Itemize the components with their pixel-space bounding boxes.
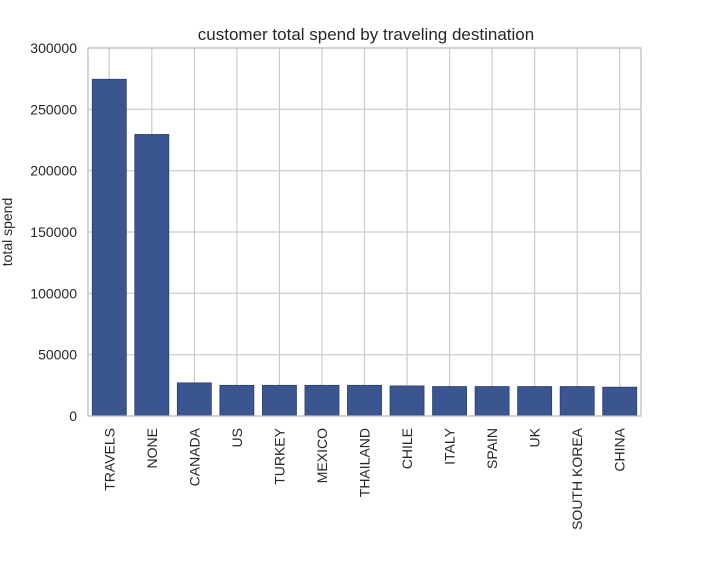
- bars: [91, 78, 638, 417]
- y-tick-label: 0: [69, 408, 77, 424]
- bar-none: [134, 134, 170, 417]
- bar-us: [219, 384, 255, 417]
- x-tick-label: US: [229, 428, 245, 447]
- x-tick-label: NONE: [144, 428, 160, 468]
- bar-uk: [517, 386, 553, 417]
- bar-mexico: [304, 384, 340, 417]
- bar-spain: [474, 386, 510, 417]
- x-tick-label: SOUTH KOREA: [569, 427, 585, 530]
- y-tick-label: 200000: [30, 163, 77, 179]
- bar-chile: [389, 385, 425, 417]
- x-tick-labels: TRAVELS NONE CANADA US TURKEY MEXICO THAILAND C…: [101, 427, 627, 530]
- bar-canada: [176, 382, 212, 417]
- y-tick-label: 150000: [30, 224, 77, 240]
- y-tick-label: 100000: [30, 285, 77, 301]
- plot-frame: [87, 47, 642, 417]
- x-tick-label: CHILE: [399, 428, 415, 469]
- bar-china: [602, 386, 638, 417]
- y-tick-label: 300000: [30, 40, 77, 56]
- bar-italy: [432, 386, 467, 417]
- x-tick-label: TRAVELS: [101, 428, 117, 491]
- x-tick-label: UK: [527, 427, 543, 447]
- bar-turkey: [262, 384, 297, 417]
- x-tick-label: MEXICO: [314, 428, 330, 483]
- x-tick-label: THAILAND: [357, 428, 373, 497]
- bar-travels: [91, 78, 127, 417]
- y-tick-labels: 0 50000 100000 150000 200000 250000 300000: [30, 40, 77, 424]
- bar-south-korea: [559, 386, 595, 417]
- y-tick-label: 250000: [30, 101, 77, 117]
- x-tick-label: CANADA: [186, 427, 202, 486]
- x-tick-label: TURKEY: [271, 427, 287, 484]
- y-tick-label: 50000: [38, 347, 77, 363]
- x-tick-label: CHINA: [612, 427, 628, 471]
- x-tick-label: SPAIN: [484, 428, 500, 469]
- chart-title: customer total spend by traveling destin…: [198, 25, 534, 44]
- x-tick-label: ITALY: [442, 427, 458, 464]
- y-axis-label: total spend: [0, 198, 15, 267]
- bar-thailand: [347, 384, 382, 417]
